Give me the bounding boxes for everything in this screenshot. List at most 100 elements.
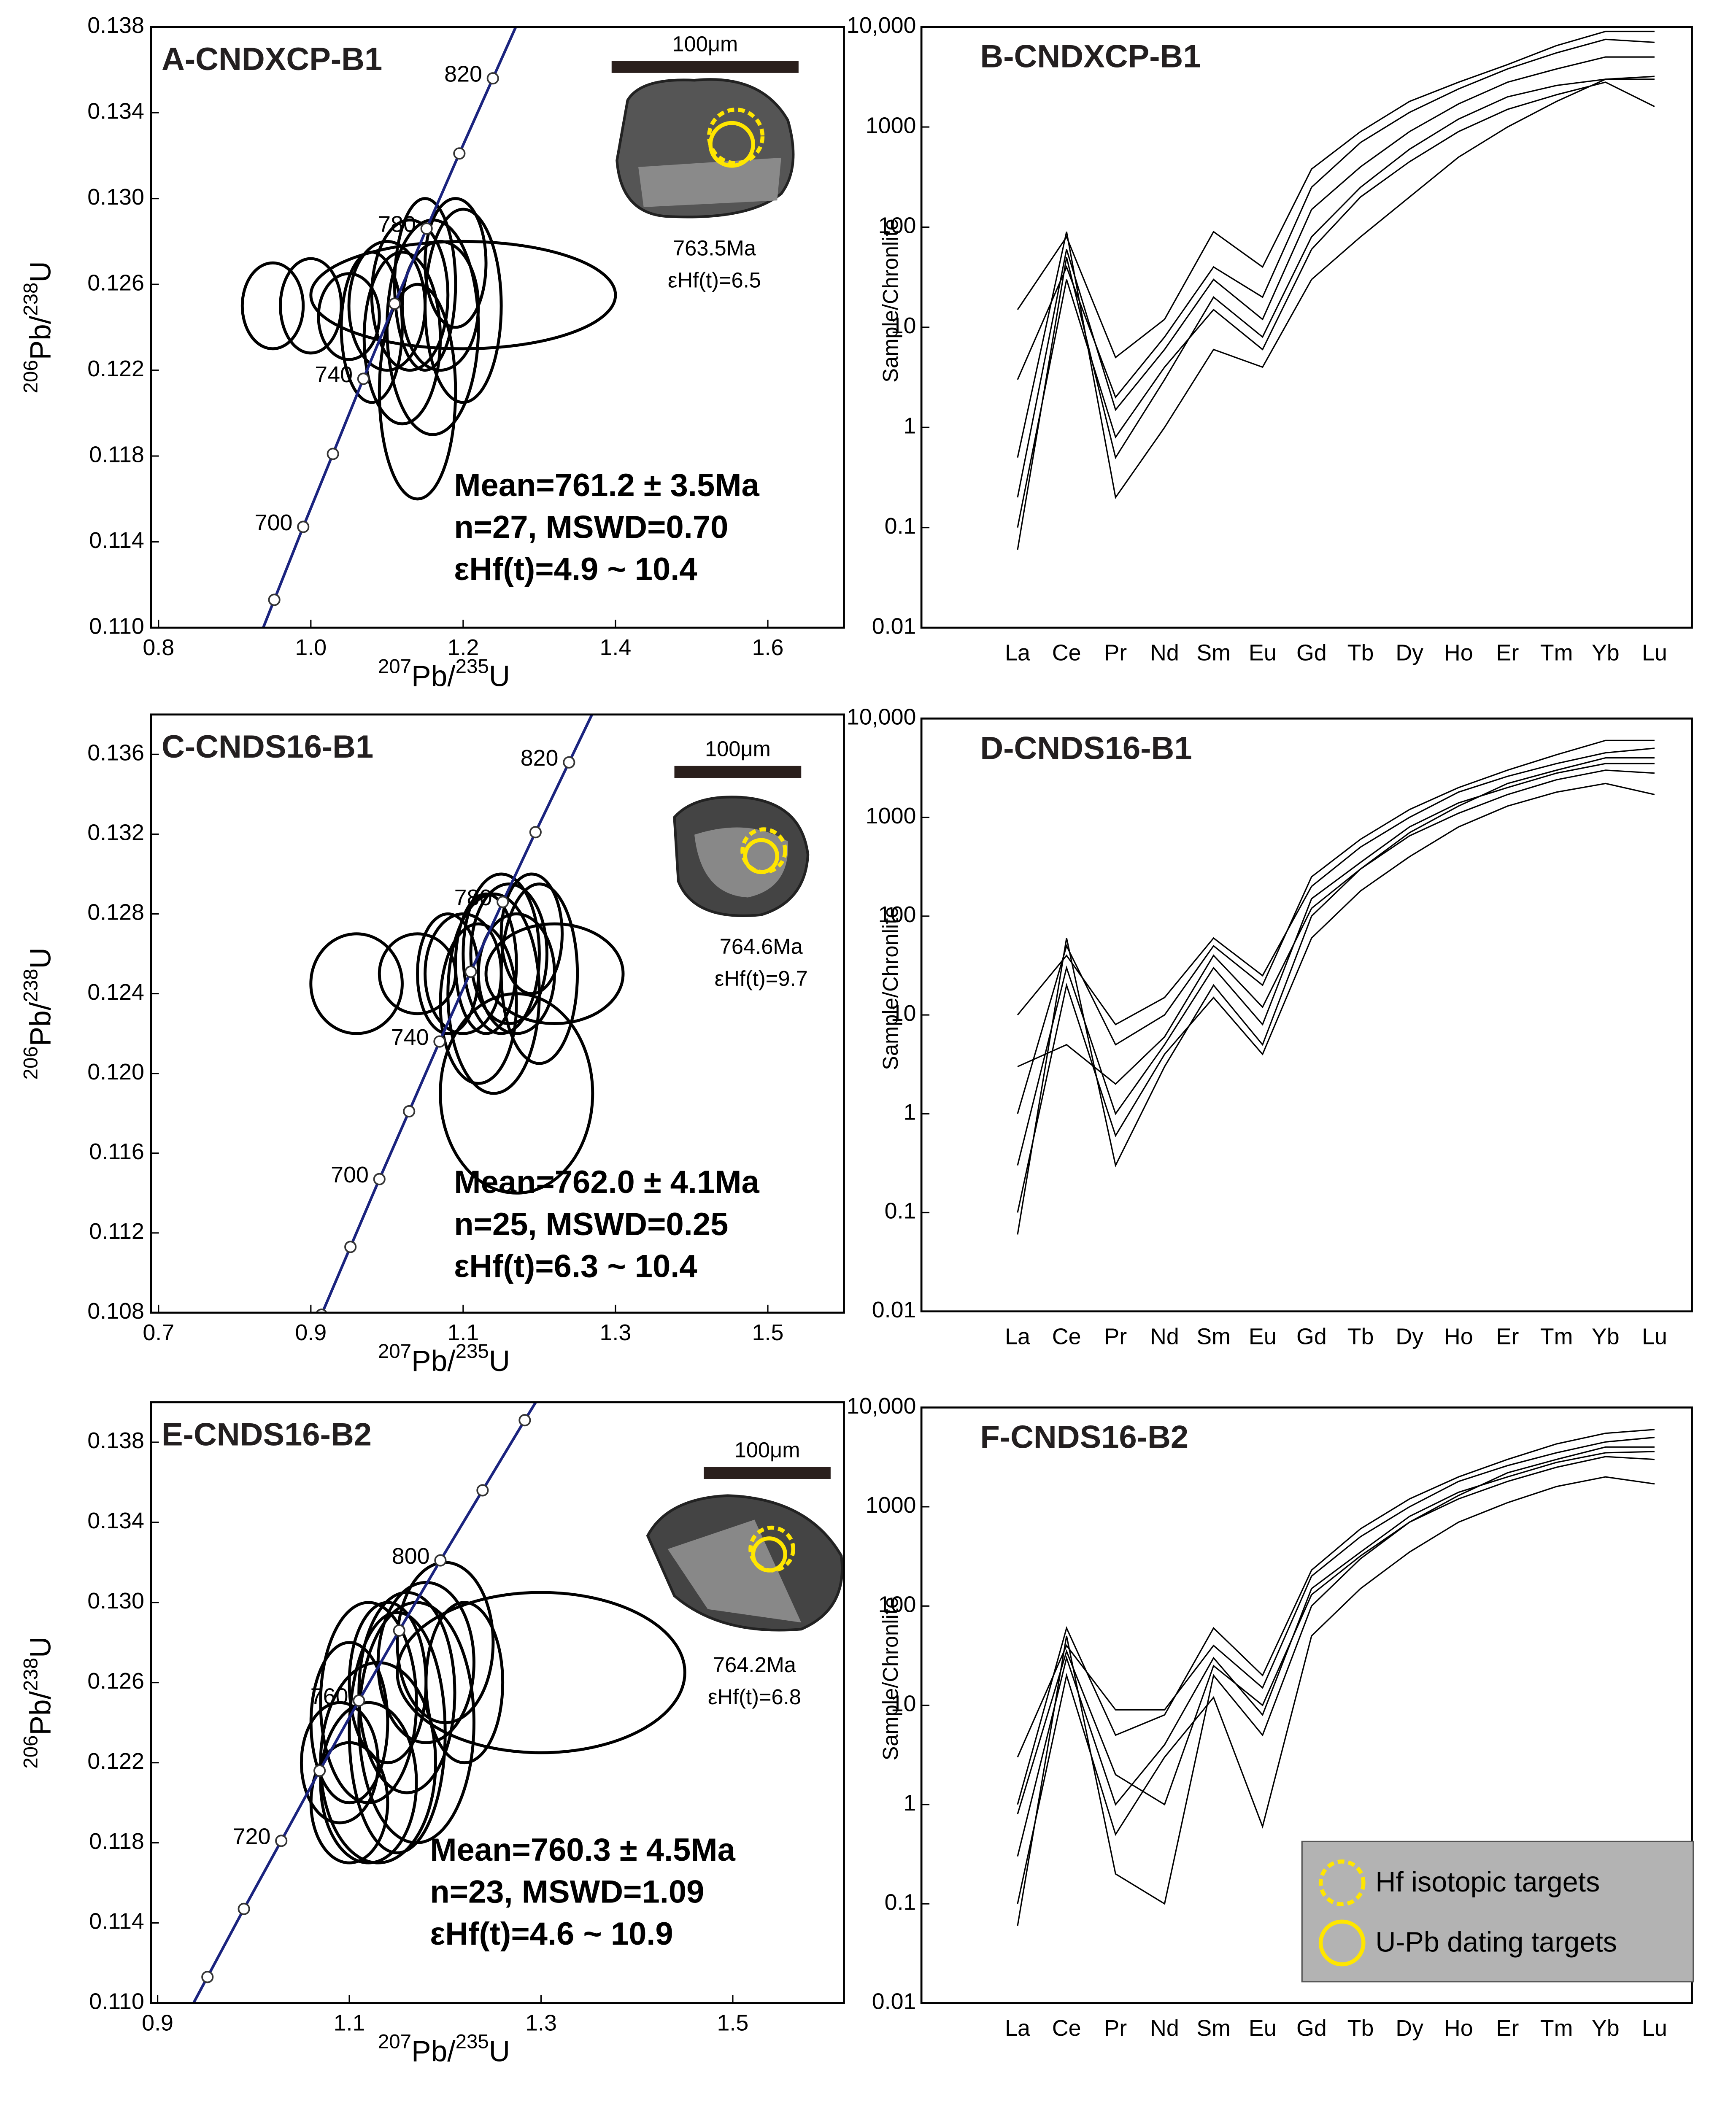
x-tick-label: Nd	[1150, 2016, 1179, 2041]
stat-line: Mean=762.0 ± 4.1Ma	[454, 1164, 759, 1200]
y-tick-label: 0.1	[885, 1198, 916, 1224]
x-tick-label: 1.2	[447, 635, 479, 660]
y-tick-label: 0.01	[872, 1989, 916, 2014]
inset-ehf: εHf(t)=6.8	[708, 1685, 801, 1709]
x-tick-label: Nd	[1150, 1324, 1179, 1349]
element: Pb/	[24, 1691, 57, 1735]
mass-number: 235	[456, 1340, 489, 1363]
x-tick-label: Dy	[1396, 640, 1423, 666]
y-tick-label: 10	[891, 313, 916, 338]
panel: 820 780 740 700 0.8 1.0 1.2 1.4 1.6 0.110 0.114 0.1…	[20, 13, 845, 693]
mass-number: 207	[378, 1340, 411, 1363]
inset-ehf: εHf(t)=6.5	[668, 268, 761, 292]
error-ellipse	[439, 922, 518, 1085]
x-tick-label: La	[1005, 640, 1030, 666]
ree-line	[1017, 76, 1655, 550]
x-tick-label: La	[1005, 1324, 1030, 1349]
y-tick-label: 1	[904, 1790, 916, 1816]
mass-number: 235	[456, 656, 489, 678]
y-tick-label: 0.01	[872, 613, 916, 639]
y-tick-label: 1000	[866, 113, 916, 138]
x-tick-label: Yb	[1592, 640, 1620, 666]
x-tick-label: Lu	[1642, 640, 1667, 666]
x-tick-label: Tm	[1540, 1324, 1573, 1349]
x-tick-label: 1.6	[752, 635, 784, 660]
zircon-c	[673, 796, 810, 917]
panel-title: F-CNDS16-B2	[980, 1419, 1188, 1455]
age-marker	[497, 896, 509, 908]
stat-line: n=25, MSWD=0.25	[454, 1206, 728, 1242]
x-tick-label: Gd	[1296, 640, 1327, 666]
x-tick-label: 1.4	[600, 635, 632, 660]
age-marker	[268, 594, 281, 606]
age-marker	[275, 1835, 288, 1847]
x-tick-label: Gd	[1296, 2016, 1327, 2041]
y-tick-label: 0.108	[87, 1298, 144, 1324]
scale-label: 100μm	[734, 1438, 800, 1462]
element: U	[489, 1345, 510, 1378]
mass-number: 206	[20, 1046, 42, 1079]
y-tick-label: 0.136	[87, 740, 144, 766]
y-tick-label: 1	[904, 1099, 916, 1125]
age-label: 700	[331, 1162, 369, 1187]
y-tick-label: 0.138	[87, 1428, 144, 1453]
x-axis-label: 207Pb/235U	[378, 1340, 510, 1377]
y-tick-label: 10	[891, 1691, 916, 1716]
mass-number: 238	[20, 969, 42, 1002]
plot-area	[192, 1402, 686, 2003]
error-ellipse	[309, 240, 617, 351]
y-tick-label: 0.134	[87, 98, 144, 124]
mass-number: 206	[20, 360, 42, 393]
element: Pb/	[411, 660, 456, 693]
ree-line	[1017, 38, 1655, 399]
age-marker	[238, 1902, 250, 1915]
x-axis-label: 207Pb/235U	[378, 656, 510, 693]
mass-number: 207	[378, 656, 411, 678]
y-tick-label: 0.114	[89, 1909, 144, 1934]
stat-line: Mean=760.3 ± 4.5Ma	[430, 1832, 735, 1868]
x-tick-label: Lu	[1642, 2016, 1667, 2041]
y-tick-label: 100	[878, 1592, 916, 1617]
x-tick-label: 1.3	[600, 1320, 632, 1345]
y-tick-label: 1	[904, 413, 916, 438]
age-marker	[563, 756, 575, 769]
age-label: 720	[233, 1824, 271, 1849]
error-ellipse	[309, 932, 404, 1035]
ree-line	[1017, 1451, 1655, 1857]
y-tick-label: 10	[891, 1001, 916, 1026]
ree-line	[1017, 757, 1655, 1235]
x-tick-label: 0.9	[142, 2010, 173, 2035]
inset-ehf: εHf(t)=9.7	[715, 966, 808, 990]
x-tick-label: Eu	[1249, 640, 1277, 666]
age-marker	[464, 966, 477, 978]
x-tick-label: Er	[1496, 1324, 1519, 1349]
panel-title: D-CNDS16-B1	[980, 730, 1192, 766]
age-label: 800	[392, 1543, 430, 1569]
zircon-a	[616, 78, 795, 219]
x-tick-label: Ho	[1444, 2016, 1473, 2041]
legend-label: Hf isotopic targets	[1375, 1867, 1600, 1898]
error-ellipse	[469, 882, 548, 1025]
age-label: 760	[310, 1684, 348, 1709]
y-tick-label: 0.1	[885, 513, 916, 539]
element: Pb/	[24, 316, 57, 360]
mass-number: 207	[378, 2031, 411, 2053]
x-tick-label: 1.5	[717, 2010, 749, 2035]
age-marker	[476, 1484, 489, 1497]
x-tick-label: Yb	[1592, 2016, 1620, 2041]
plot-area	[240, 27, 617, 628]
x-tick-label: 1.3	[525, 2010, 557, 2035]
element: U	[489, 2035, 510, 2068]
x-tick-label: Tb	[1347, 1324, 1374, 1349]
scale-label: 100μm	[672, 32, 738, 56]
mass-number: 206	[20, 1735, 42, 1769]
x-tick-label: Sm	[1196, 1324, 1231, 1349]
error-ellipse	[348, 1611, 447, 1854]
y-tick-label: 0.124	[87, 979, 144, 1005]
x-tick-label: Pr	[1104, 640, 1127, 666]
element: Pb/	[411, 2035, 456, 2068]
age-label: 700	[255, 510, 293, 535]
stat-line: n=27, MSWD=0.70	[454, 509, 728, 545]
error-ellipse	[499, 872, 564, 996]
panel: 0.01 0.1 1 10 100 1000 10,000 La Ce Pr Nd Sm Eu Gd Tb D…	[847, 704, 1693, 1349]
